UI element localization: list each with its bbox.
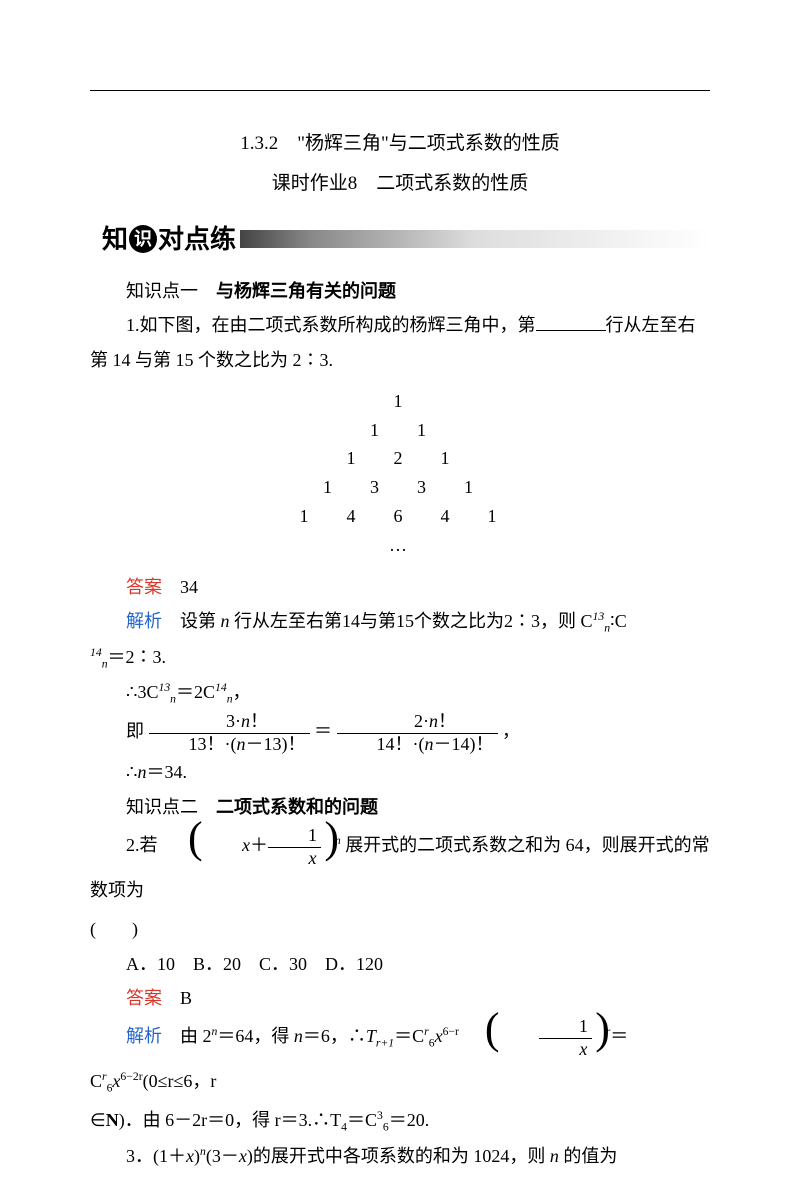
ana1-sup1: 13 <box>593 610 605 623</box>
ana1-l2b: ＝2C <box>176 682 215 702</box>
triangle-row-3: 1 2 1 <box>90 444 710 473</box>
analysis-2-line2: ∈N)．由 6－2r＝0，得 r＝3.∴T4＝C36＝20. <box>90 1103 710 1139</box>
triangle-row-2: 1 1 <box>90 416 710 445</box>
ana1-l2c: ， <box>233 682 251 702</box>
triangle-row-5: 1 4 6 4 1 <box>90 502 710 531</box>
ana1-eq: ＝ <box>314 721 332 741</box>
answer-1-value: 34 <box>180 577 198 597</box>
ana2-paren: 1x <box>459 1015 600 1060</box>
opt-d: D．120 <box>325 954 383 974</box>
ana1-sup3: 13 <box>158 681 170 694</box>
analysis-1-line1-cont: 14n＝2∶3. <box>90 640 710 676</box>
ana1-l3post: ， <box>502 721 520 741</box>
ana2-frac-num: 1 <box>539 1016 592 1039</box>
ana1-sup2: 14 <box>90 646 102 659</box>
question-3: 3．(1＋x)n(3－x)的展开式中各项系数的和为 1024，则 n 的值为 <box>90 1139 710 1173</box>
banner-gradient-bar <box>240 230 710 248</box>
answer-2-value: B <box>180 988 192 1008</box>
analysis-1-line4: ∴n＝34. <box>90 755 710 789</box>
q2-paren: x＋1x <box>162 824 329 869</box>
ana1-l2a: ∴3C <box>126 682 158 702</box>
ana1-frac1: 3·n！ 13！·(n－13)！ <box>149 711 310 755</box>
ana2-p1b: ＝64，得 <box>217 1026 289 1046</box>
question-2: 2.若 x＋1x n 展开式的二项式系数之和为 64，则展开式的常数项为 <box>90 824 710 913</box>
question-1: 1.如下图，在由二项式系数所构成的杨辉三角中，第行从左至右第 14 与第 15 … <box>90 308 710 376</box>
q1-prefix: 1.如下图，在由二项式系数所构成的杨辉三角中，第 <box>126 315 536 335</box>
ana2-p1e: x <box>435 1026 443 1046</box>
answer-1-label: 答案 <box>126 577 162 597</box>
ana1-frac1-den: 13！·(n－13)！ <box>149 734 310 756</box>
ana2-frac-den: x <box>539 1039 592 1061</box>
ana2-p2d: ＝20. <box>389 1110 430 1130</box>
ana2-N: N <box>106 1110 119 1130</box>
answer-1: 答案 34 <box>90 570 710 604</box>
ana2-p2c: ＝C <box>347 1110 377 1130</box>
opt-c: C．30 <box>259 954 307 974</box>
ana2-sup-62r: 6−2r <box>120 1070 142 1083</box>
q2-frac-num: 1 <box>268 825 321 848</box>
ana2-p1a: 由 2 <box>180 1026 212 1046</box>
ana1-l1b: 行从左至右第14与第15个数之比为2∶3，则 C <box>234 611 593 631</box>
banner-circle-icon: 识 <box>129 225 157 253</box>
pascal-triangle: 1 1 1 1 2 1 1 3 3 1 1 4 6 4 1 … <box>90 387 710 560</box>
knowledge-banner: 知识对点练 <box>90 222 710 256</box>
q1-blank <box>536 313 606 331</box>
ana1-l1a: 设第 <box>180 611 216 631</box>
ana1-l1c: ∶C <box>610 611 627 631</box>
lesson-title: 课时作业8 二项式系数的性质 <box>90 166 710 202</box>
page-top-rule <box>90 90 710 91</box>
question-2-options: A．10 B．20 C．30 D．120 <box>90 947 710 981</box>
ana2-p2b: ．由 6－2r＝0，得 r＝3.∴T <box>125 1110 341 1130</box>
ana1-frac2-den: 14！·(n－14)！ <box>337 734 498 756</box>
opt-b: B．20 <box>193 954 241 974</box>
analysis-1-line3: 即 3·n！ 13！·(n－13)！ ＝ 2·n！ 14！·(n－14)！ ， <box>90 711 710 755</box>
ana2-sub-r1: r+1 <box>376 1036 394 1049</box>
kp2-title: 二项式系数和的问题 <box>216 797 378 817</box>
banner-text: 知识对点练 <box>90 215 236 264</box>
ana1-frac1-num: 3·n！ <box>149 711 310 734</box>
ana1-frac2-num: 2·n！ <box>337 711 498 734</box>
ana1-n1: n <box>221 611 230 631</box>
answer-2-label: 答案 <box>126 988 162 1008</box>
kp1-label: 知识点一 <box>126 281 198 301</box>
q2-frac-den: x <box>268 848 321 870</box>
ana1-l3pre: 即 <box>126 721 144 741</box>
ana2-p2a: ∈ <box>90 1110 106 1130</box>
banner-pre: 知 <box>102 215 128 264</box>
knowledge-point-1: 知识点一 与杨辉三角有关的问题 <box>90 274 710 308</box>
banner-post: 对点练 <box>158 215 236 264</box>
ana2-p1d: ＝C <box>394 1026 424 1046</box>
analysis-1-label: 解析 <box>126 611 162 631</box>
ana1-frac2: 2·n！ 14！·(n－14)！ <box>337 711 498 755</box>
q2-paren-line: ( ) <box>90 912 710 946</box>
opt-a: A．10 <box>126 954 175 974</box>
analysis-2-label: 解析 <box>126 1026 162 1046</box>
triangle-dots: … <box>90 531 710 560</box>
ana1-sup4: 14 <box>215 681 227 694</box>
q2-paren-inner: x＋1x <box>200 825 327 869</box>
analysis-2-line1: 解析 由 2n＝64，得 n＝6，∴Tr+1＝Cr6x6−r1x r＝Cr6x6… <box>90 1015 710 1104</box>
analysis-1-line2: ∴3C13n＝2C14n， <box>90 675 710 711</box>
section-number-title: 1.3.2 "杨辉三角"与二项式系数的性质 <box>90 126 710 162</box>
triangle-row-1: 1 <box>90 387 710 416</box>
ana2-p1c: ＝6，∴ <box>303 1026 366 1046</box>
triangle-row-4: 1 3 3 1 <box>90 473 710 502</box>
analysis-1-line1: 解析 设第 n 行从左至右第14与第15个数之比为2∶3，则 C13n∶C <box>90 604 710 640</box>
ana2-p1h: (0≤r≤6，r <box>143 1071 217 1091</box>
answer-2: 答案 B <box>90 981 710 1015</box>
ana1-l1d: ＝2∶3. <box>108 647 167 667</box>
kp1-title: 与杨辉三角有关的问题 <box>216 281 396 301</box>
